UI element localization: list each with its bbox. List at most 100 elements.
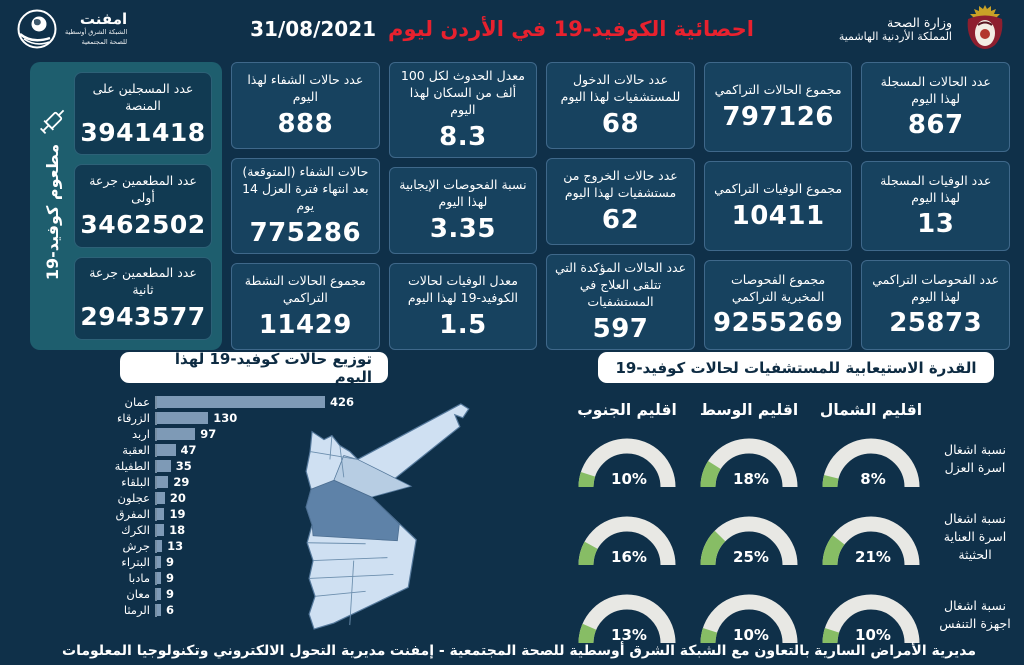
jordan-crest-icon — [967, 5, 1003, 49]
stat-label: نسبة الفحوصات الإيجابية لهذا اليوم — [399, 176, 527, 209]
jordan-map-svg — [305, 403, 470, 630]
bar-category-label: الرمثا — [123, 603, 150, 617]
gauge-chart: 10% — [822, 594, 920, 644]
emphnet-sub1: الشبكة الشرق أوسطية — [65, 28, 128, 37]
bar — [157, 524, 165, 536]
vaccination-panel: مطعوم كوفيد-19 عدد المسجلين على المنصة 39… — [30, 62, 222, 350]
gauge-value-label: 18% — [733, 470, 769, 488]
bar-row: المفرق 19 — [88, 507, 390, 521]
bar — [157, 492, 165, 504]
bar-row: جرش 13 — [88, 539, 390, 553]
stat-card: مجموع الحالات النشطة التراكمي 11429 — [231, 262, 380, 350]
bar-row: معان 9 — [88, 587, 390, 601]
bar — [157, 540, 163, 552]
governorate-borders — [307, 435, 394, 626]
bar-category-label: الطفيلة — [114, 459, 150, 473]
bar — [157, 604, 161, 616]
footer: مديرية الأمراض السارية بالتعاون مع الشبك… — [0, 643, 1024, 659]
bar-value-label: 35 — [175, 459, 192, 473]
region-amman — [305, 479, 400, 542]
stat-value: 867 — [907, 110, 964, 141]
gauge-cell: 16% — [567, 499, 687, 575]
bar-track: 29 — [155, 475, 390, 489]
stat-label: عدد حالات الخروج من مستشفيات لهذا اليوم — [563, 168, 678, 201]
stat-value: 68 — [601, 108, 640, 139]
bar-value-label: 9 — [166, 571, 175, 585]
bar — [157, 460, 171, 472]
bar-track: 9 — [155, 555, 390, 569]
emphnet-globe-icon — [17, 9, 57, 49]
gauge-cell: 10% — [689, 577, 809, 653]
bar-value-label: 9 — [166, 587, 175, 601]
gauge-cell: 21% — [811, 499, 931, 575]
bar-category-label: اربد — [132, 427, 150, 441]
stat-label: حالات الشفاء (المتوقعة) بعد انتهاء فترة … — [242, 164, 369, 213]
syringe-icon — [39, 109, 65, 135]
bar-track: 35 — [155, 459, 390, 473]
emphnet-name: امفنت — [79, 10, 128, 29]
bar — [157, 428, 196, 440]
bar — [157, 572, 161, 584]
stats-column: مجموع الحالات التراكمي 797126 مجموع الوفيا… — [703, 62, 853, 350]
bar — [157, 396, 325, 408]
ministry-kingdom: المملكة الأردنية الهاشمية — [838, 30, 952, 43]
bar-category-label: عجلون — [117, 491, 150, 505]
bar — [157, 588, 161, 600]
stat-value: 13 — [917, 209, 955, 240]
stat-label: عدد حالات الدخول للمستشفيات لهذا اليوم — [560, 72, 681, 105]
bar-row: البلقاء 29 — [88, 475, 390, 489]
stat-card: عدد الوفيات المسجلة لهذا اليوم 13 — [861, 161, 1010, 251]
gauge-cell: 10% — [811, 577, 931, 653]
stat-card: عدد الحالات المسجلة لهذا اليوم 867 — [861, 62, 1010, 152]
gauge-region-header: اقليم الشمال — [819, 401, 923, 419]
stat-value: 775286 — [249, 217, 362, 248]
gauge-value-label: 25% — [733, 548, 769, 566]
vaccination-value: 3462502 — [80, 209, 206, 239]
bar-row: الزرقاء 130 — [88, 411, 390, 425]
page-title-date: 31/08/2021 — [250, 17, 377, 41]
stat-label: مجموع الوفيات التراكمي — [714, 181, 843, 197]
stat-card: عدد حالات الشفاء لهذا اليوم 888 — [231, 62, 380, 150]
stat-label: معدل الحدوث لكل 100 ألف من السكان لهذا ا… — [400, 68, 525, 117]
gauge-value-label: 13% — [611, 626, 647, 644]
emphnet-text: امفنت الشبكة الشرق أوسطية للصحة المجتمعي… — [65, 10, 127, 48]
bar-track: 97 — [155, 427, 390, 441]
stat-value: 888 — [277, 108, 334, 139]
gauge-value-label: 21% — [855, 548, 891, 566]
vaccination-card: عدد المطعمين جرعة ثانية 2943577 — [74, 256, 212, 340]
stat-label: مجموع الحالات النشطة التراكمي — [244, 273, 366, 305]
page-title-text: احصائية الكوفيد-19 في الأردن ليوم — [388, 17, 754, 41]
hospital-capacity-section: القدرة الاستيعابية للمستشفيات لحالات كوف… — [556, 352, 1018, 653]
stat-value: 11429 — [258, 309, 352, 340]
bar — [157, 476, 169, 488]
stats-grid: عدد الحالات المسجلة لهذا اليوم 867 عدد الو… — [231, 62, 1010, 350]
stat-card: نسبة الفحوصات الإيجابية لهذا اليوم 3.35 — [388, 166, 538, 254]
ministry-text: وزارة الصحة المملكة الأردنية الهاشمية — [839, 15, 952, 43]
gauge-cell: 10% — [567, 421, 687, 497]
bar-row: البتراء 9 — [88, 555, 390, 569]
bar — [157, 412, 209, 424]
stat-card: حالات الشفاء (المتوقعة) بعد انتهاء فترة … — [231, 158, 380, 254]
page-title: احصائية الكوفيد-19 في الأردن ليوم 31/08/… — [200, 17, 804, 41]
gauge-value-label: 10% — [611, 470, 647, 488]
gauge-value-label: 10% — [855, 626, 891, 644]
bar-value-label: 13 — [167, 539, 184, 553]
ministry-name: وزارة الصحة — [887, 15, 952, 30]
bar-category-label: عمان — [124, 395, 150, 409]
gauge-cell: 25% — [689, 499, 809, 575]
stat-label: عدد الوفيات المسجلة لهذا اليوم — [880, 172, 992, 205]
bar-row: مادبا 9 — [88, 571, 390, 585]
stat-card: معدل الوفيات لحالات الكوفيد-19 لهذا اليو… — [388, 262, 538, 350]
gauge-metric-label: نسبة اشغال اسرة العزل — [944, 441, 1006, 475]
gauge-chart: 13% — [578, 594, 676, 644]
ministry-logo: وزارة الصحة المملكة الأردنية الهاشمية — [804, 3, 1024, 55]
cases-distribution-chart: توزيع حالات كوفيد-19 لهذا اليوم عمان 426 ا… — [88, 350, 390, 617]
gauge-value-label: 10% — [733, 626, 769, 644]
gauge-chart: 18% — [700, 438, 798, 488]
stat-value: 3.35 — [429, 213, 496, 244]
gauge-section-title: القدرة الاستيعابية للمستشفيات لحالات كوف… — [598, 352, 994, 383]
stat-value: 62 — [601, 205, 640, 236]
gauge-cell: 8% — [811, 421, 931, 497]
bar-category-label: جرش — [122, 539, 151, 553]
